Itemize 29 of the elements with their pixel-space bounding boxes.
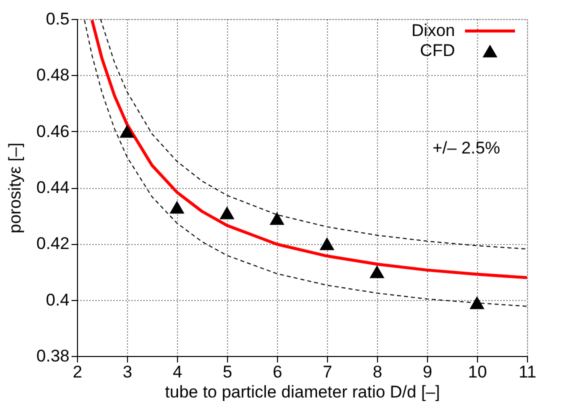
annotation: +/– 2.5%: [432, 138, 500, 158]
point: [220, 206, 234, 220]
point: [470, 296, 484, 310]
x-tick-label: 3: [122, 362, 132, 382]
point: [370, 265, 384, 278]
x-tick-label: 5: [222, 362, 232, 382]
point: [120, 124, 134, 138]
x-tick-label: 8: [372, 362, 382, 382]
y-tick-label: 0.44: [36, 178, 70, 197]
point: [320, 237, 334, 250]
x-tick-label: 2: [72, 362, 82, 382]
y-tick-label: 0.48: [36, 66, 70, 85]
x-tick-label: 6: [272, 362, 282, 382]
y-tick-label: 0.38: [36, 346, 70, 366]
legend-label: CFD: [420, 41, 455, 60]
x-tick-label: 9: [422, 362, 432, 382]
point: [270, 212, 284, 225]
y-tick-label: 0.46: [36, 122, 70, 141]
x-tick-label: 4: [172, 362, 182, 382]
x-tick-label: 10: [468, 362, 487, 382]
x-tick-label: 7: [322, 362, 332, 382]
x-tick-label: 11: [518, 362, 536, 382]
legend-label: Dixon: [412, 21, 455, 40]
y-tick-label: 0.5: [46, 10, 70, 28]
y-tick-label: 0.4: [46, 290, 70, 310]
y-tick-label: 0.42: [36, 234, 70, 254]
point: [170, 200, 184, 214]
x-axis-title: tube to particle diameter ratio D/d [–]: [165, 382, 440, 402]
y-axis-title: porosityε [–]: [5, 142, 24, 234]
